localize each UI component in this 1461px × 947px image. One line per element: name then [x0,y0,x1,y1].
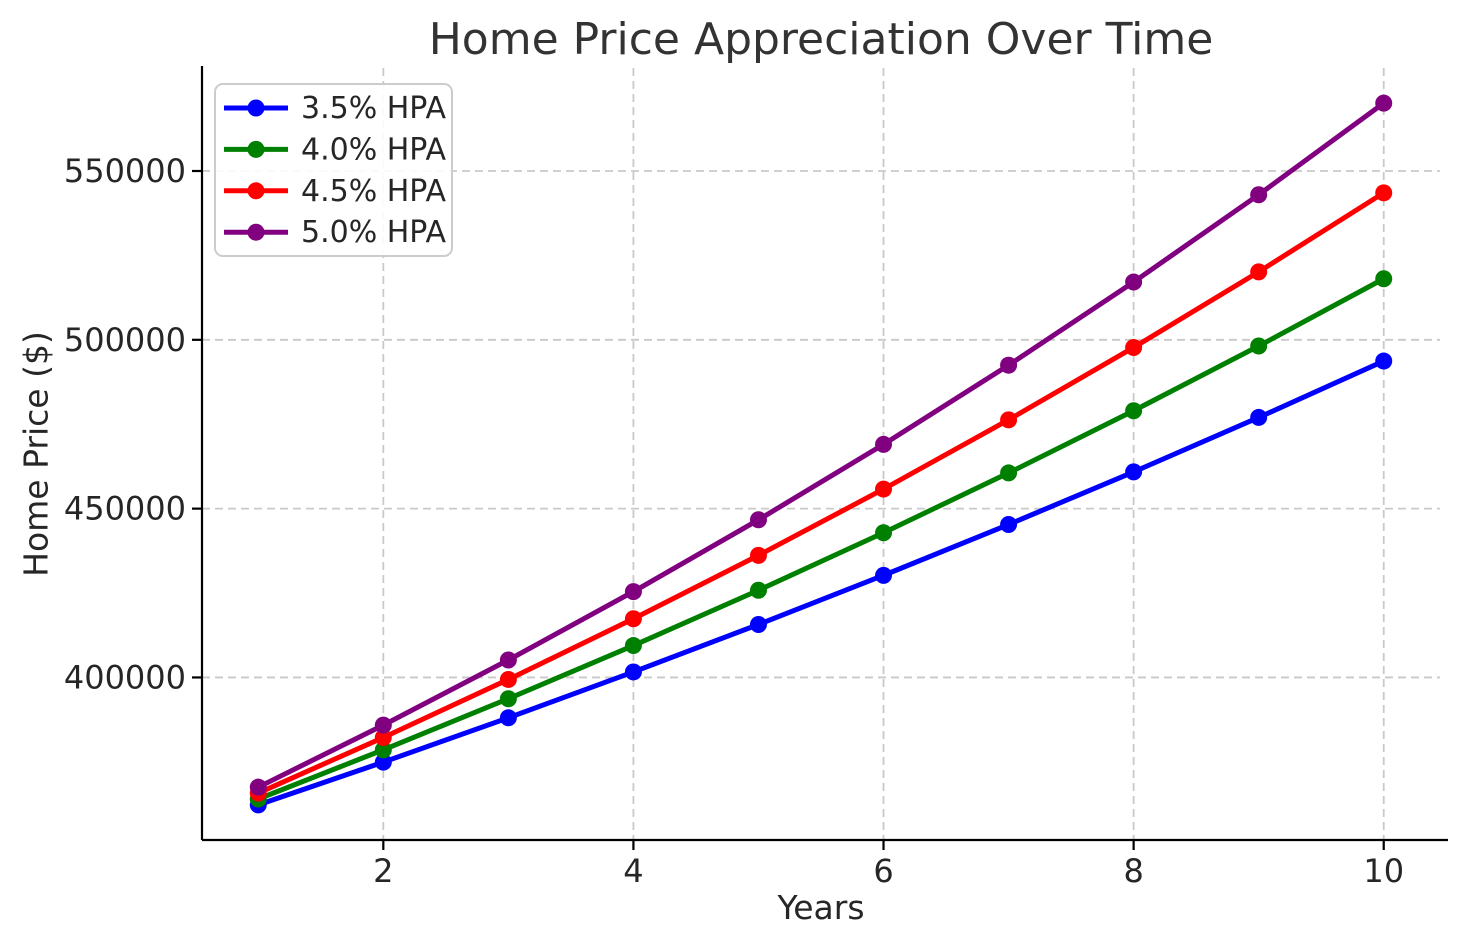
legend-marker-4-5-hpa [247,182,265,200]
data-point-3-5-hpa [749,615,767,633]
data-point-4-0-hpa [374,741,392,759]
data-point-5-0-hpa [1375,94,1393,112]
y-tick-label: 500000 [64,321,186,359]
y-tick-label: 450000 [64,490,186,528]
series-line-4-0-hpa [255,276,1387,802]
data-point-5-0-hpa [499,651,517,669]
data-point-4-0-hpa [1250,337,1268,355]
data-point-3-5-hpa [1250,408,1268,426]
data-point-3-5-hpa [374,753,392,771]
series-line-4-5-hpa [255,190,1387,796]
legend-label-4-0-hpa: 4.0% HPA [301,132,446,167]
data-point-4-0-hpa [624,637,642,655]
data-point-5-0-hpa [1125,273,1143,291]
data-point-4-5-hpa [1125,338,1143,356]
data-point-4-5-hpa [624,610,642,628]
x-tick-label: 8 [1123,852,1143,890]
data-point-4-5-hpa [374,729,392,747]
data-point-4-0-hpa [1375,270,1393,288]
legend-label-5-0-hpa: 5.0% HPA [301,215,446,250]
y-tick-label: 550000 [64,152,186,190]
data-point-4-0-hpa [1000,464,1018,482]
data-point-3-5-hpa [1375,352,1393,370]
data-point-4-5-hpa [1250,263,1268,281]
data-point-4-5-hpa [499,670,517,688]
data-point-3-5-hpa [1000,516,1018,534]
data-point-5-0-hpa [249,778,267,796]
series-line-3-5-hpa [255,358,1387,808]
data-point-5-0-hpa [875,435,893,453]
legend-marker-3-5-hpa [247,99,265,117]
series-line-5-0-hpa [255,100,1387,790]
data-point-5-0-hpa [1000,356,1018,374]
x-axis-label: Years [777,888,865,927]
legend-label-4-5-hpa: 4.5% HPA [301,174,446,209]
data-point-4-5-hpa [875,480,893,498]
data-point-3-5-hpa [875,566,893,584]
data-point-4-5-hpa [1000,411,1018,429]
x-tick-label: 4 [623,852,643,890]
y-tick-label: 400000 [64,658,186,696]
data-point-4-5-hpa [749,546,767,564]
data-point-5-0-hpa [374,716,392,734]
data-point-3-5-hpa [499,709,517,727]
data-point-4-0-hpa [875,524,893,542]
legend-label-3-5-hpa: 3.5% HPA [301,91,446,126]
data-point-4-0-hpa [499,690,517,708]
x-tick-label: 2 [373,852,393,890]
chart-title: Home Price Appreciation Over Time [428,14,1214,65]
data-point-4-0-hpa [749,581,767,599]
legend-marker-4-0-hpa [247,140,265,158]
data-point-4-0-hpa [1125,402,1143,420]
data-point-5-0-hpa [624,583,642,601]
data-point-4-5-hpa [1375,184,1393,202]
data-point-5-0-hpa [1250,186,1268,204]
data-point-5-0-hpa [749,511,767,529]
data-point-3-5-hpa [624,663,642,681]
x-tick-label: 10 [1363,852,1404,890]
legend-box [214,83,453,257]
legend-marker-5-0-hpa [247,223,265,241]
x-tick-label: 6 [873,852,893,890]
data-point-3-5-hpa [1125,463,1143,481]
y-axis-label: Home Price ($) [16,331,56,577]
